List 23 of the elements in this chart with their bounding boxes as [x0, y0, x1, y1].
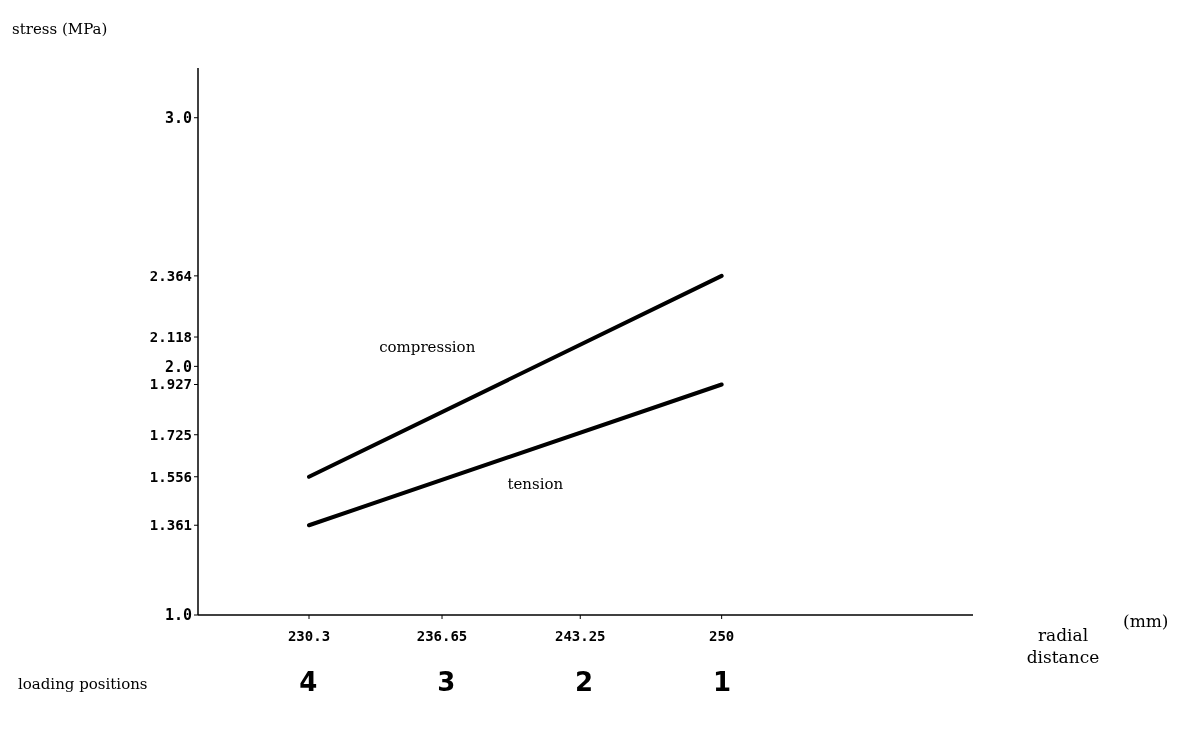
- y-tick-label: 3.0: [164, 108, 192, 127]
- series-label: tension: [507, 474, 564, 493]
- x-tick-label: 236.65: [416, 628, 468, 644]
- y-tick-label: 1.0: [164, 606, 192, 625]
- text: (mm): [1123, 611, 1169, 631]
- y-tick-label: 1.361: [149, 517, 192, 534]
- x2-tick-label: 3: [437, 667, 456, 697]
- y-tick-label: 1.556: [149, 468, 192, 485]
- text: compression: [379, 338, 476, 357]
- y-tick-label: 1.927: [149, 376, 192, 393]
- x2-tick-label: 4: [299, 667, 318, 697]
- y-tick-label: 2.364: [149, 267, 192, 284]
- y-tick-label: 1.725: [149, 426, 192, 443]
- x2-axis-title: loading positions: [18, 675, 148, 693]
- x-tick-label: 250: [709, 628, 735, 644]
- y-tick-label: 2.118: [149, 328, 192, 345]
- x-tick-label: 243.25: [554, 628, 606, 644]
- x2-tick-label: 1: [712, 667, 732, 697]
- x2-tick-label: 2: [575, 667, 594, 697]
- x-tick-label: 230.3: [287, 628, 331, 644]
- y-axis-title: stress (MPa): [12, 20, 108, 38]
- y-tick-label: 2.0: [164, 357, 192, 376]
- x-axis-title: radial distance: [1026, 625, 1100, 667]
